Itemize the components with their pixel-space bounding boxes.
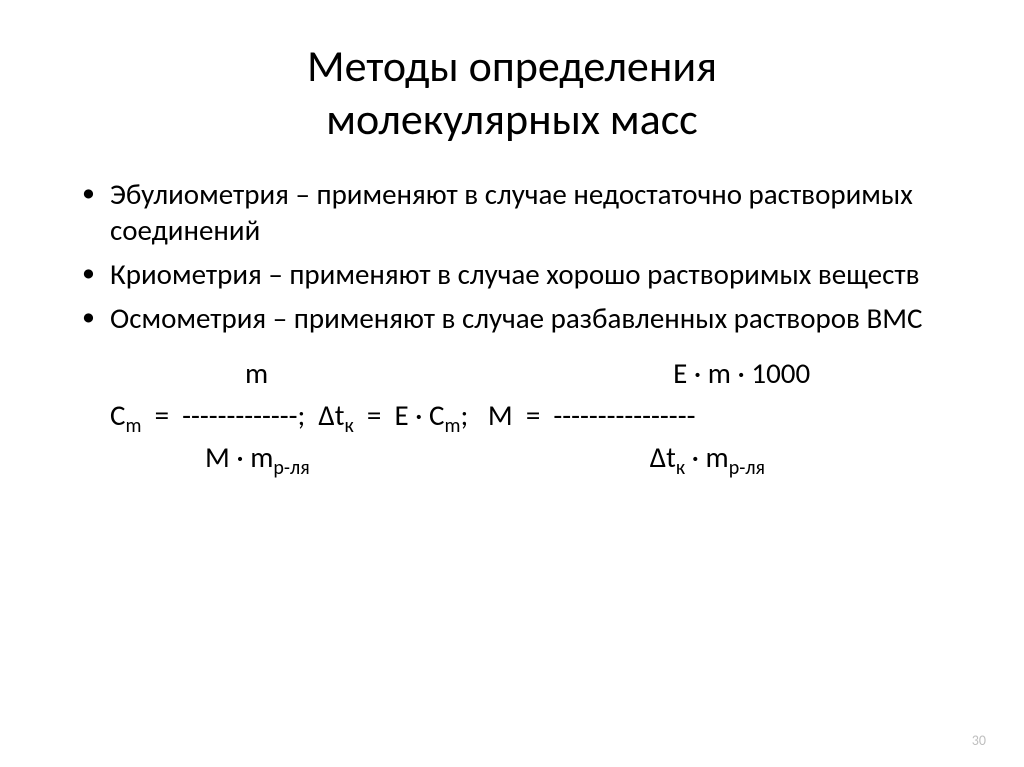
- formula-block: mE · m · 1000 Cm = -------------; Δtк = …: [70, 352, 954, 478]
- bullet-item: Криометрия – применяют в случае хорошо р…: [110, 256, 954, 292]
- formula-numerator-left: m: [245, 355, 268, 391]
- bullet-item: Эбулиометрия – применяют в случае недост…: [110, 176, 954, 249]
- formula-mid-1: = -------------; Δt: [141, 397, 344, 433]
- bullet-item: Осмометрия – применяют в случае разбавле…: [110, 300, 954, 336]
- formula-line-2: Cm = -------------; Δtк = E · Cm; M = --…: [110, 394, 954, 436]
- formula-mid-3: ; M = ----------------: [461, 397, 696, 433]
- bullet-text: Эбулиометрия – применяют в случае недост…: [110, 176, 913, 248]
- page-number: 30: [972, 732, 986, 749]
- formula-line-1: m E · m · 1000: [110, 352, 954, 394]
- title-line-2: молекулярных масс: [326, 92, 697, 146]
- formula-cm-sub: m: [125, 413, 141, 437]
- formula-denom-right-dt: Δt: [650, 439, 676, 475]
- formula-denom-left: M · m: [205, 439, 273, 475]
- bullet-text: Криометрия – применяют в случае хорошо р…: [110, 256, 919, 292]
- slide-title: Методы определения молекулярных масс: [70, 40, 954, 146]
- formula-denom-left-sub: р-ля: [273, 455, 309, 479]
- formula-dt-sub: к: [345, 413, 354, 437]
- formula-numerator-right: E · m · 1000: [673, 355, 810, 391]
- bullet-text: Осмометрия – применяют в случае разбавле…: [110, 300, 923, 336]
- title-line-1: Методы определения: [307, 39, 717, 93]
- formula-line-3: M · mр-ляΔtк · mр-ля: [110, 436, 954, 478]
- formula-denom-right-m: · m: [685, 439, 729, 475]
- formula-denom-right-m-sub: р-ля: [729, 455, 765, 479]
- formula-ecm-sub: m: [445, 413, 461, 437]
- bullet-list: Эбулиометрия – применяют в случае недост…: [70, 176, 954, 337]
- formula-denom-right-dt-sub: к: [676, 455, 685, 479]
- formula-mid-2: = E · C: [354, 397, 445, 433]
- formula-cm: C: [110, 397, 125, 433]
